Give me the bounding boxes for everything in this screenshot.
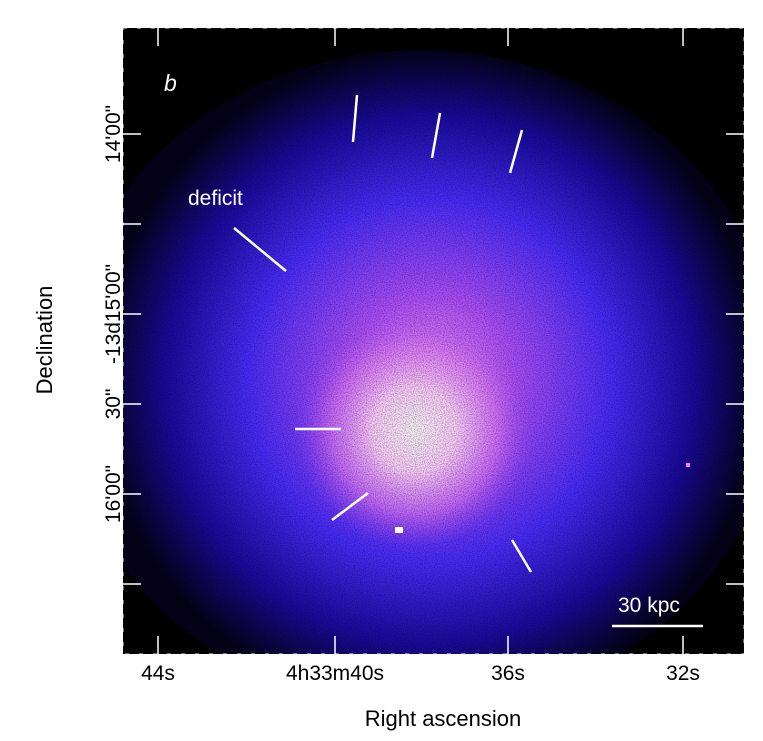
x-tick-label: 36s	[491, 662, 525, 685]
cluster-emission	[123, 28, 744, 654]
x-tick-label: 44s	[141, 662, 175, 685]
edge-markers	[233, 94, 703, 628]
y-axis-title: Declination	[32, 285, 57, 395]
edge-marker	[351, 94, 359, 143]
deficit-marker	[233, 227, 287, 272]
edge-marker	[331, 492, 369, 521]
edge-marker	[430, 112, 442, 159]
y-tick-label: 16'00"	[102, 464, 125, 524]
y-tick-label: 30"	[102, 388, 125, 420]
edge-marker	[510, 539, 533, 573]
x-tick-label: 32s	[666, 662, 700, 685]
point-source	[686, 463, 690, 467]
point-source	[395, 527, 403, 533]
edge-marker	[508, 129, 524, 174]
y-tick-label: 14'00"	[102, 104, 125, 164]
axis-ticks	[123, 28, 744, 654]
plot-frame	[122, 27, 745, 655]
scale-bar-label: 30 kpc	[618, 594, 680, 617]
panel-label: b	[164, 70, 177, 96]
deficit-label: deficit	[188, 187, 243, 210]
x-axis-title: Right ascension	[364, 706, 522, 731]
x-tick-label: 4h33m40s	[285, 662, 385, 685]
y-tick-label: -13d15'00"	[102, 263, 125, 365]
